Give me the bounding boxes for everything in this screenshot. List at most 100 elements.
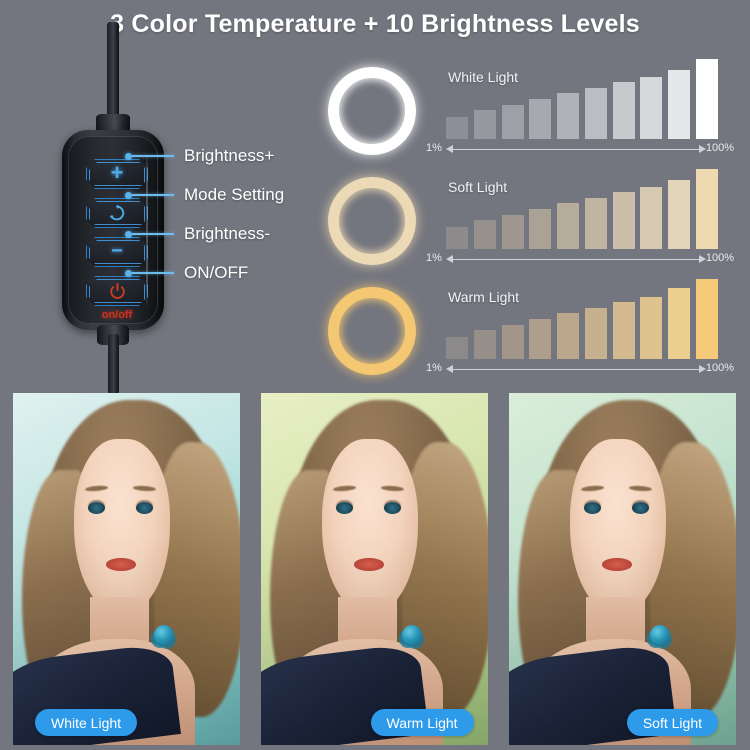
callout-label: Mode Setting [184,185,285,204]
ring-light-warm [322,281,422,381]
model-lips [354,558,384,572]
model-eye [383,502,401,515]
chart-bar [446,226,468,249]
arrow-right-icon [699,255,706,263]
body-highlight [146,151,148,309]
mode-row-soft-light: Soft Light 1% 100% [322,165,734,275]
chart-bar [529,319,552,359]
button-bezel [89,240,145,264]
chart-bar [668,180,691,249]
ring-light-white [322,61,422,161]
page-title: 3 Color Temperature + 10 Brightness Leve… [110,10,640,38]
callout-line [132,233,174,235]
model-eye [87,502,105,515]
chart-bar [640,76,663,139]
chart-bars [446,59,718,139]
model-face [74,438,170,615]
button-bezel [89,162,145,186]
chart-bar [473,330,496,359]
model-eye [631,502,649,515]
power-icon [109,282,125,299]
callout-brightness-up: Brightness+ [125,146,275,165]
button-bezel [89,201,145,225]
chart-bar [557,93,580,139]
model-face [570,438,666,615]
callout-label: Brightness+ [184,146,275,165]
callout-label: ON/OFF [184,263,249,282]
chart-bar [557,313,580,359]
chart-title: White Light [448,69,519,85]
arrow-right-icon [699,145,706,153]
axis-max-label: 100% [705,252,734,264]
arrow-left-icon [446,145,453,153]
model-lips [602,558,632,572]
chart-bar [446,336,468,359]
callout-dot [125,269,132,277]
chart-bar [612,302,635,359]
power-button[interactable] [86,276,148,306]
chart-bars [446,279,718,359]
callout-mode-setting: Mode Setting [125,185,285,204]
chart-bar [695,279,718,359]
chart-bar [473,220,496,249]
chart-bar [640,186,663,249]
chart-bar [501,324,524,359]
mode-setting-button[interactable] [86,198,148,228]
brightness-chart-white: White Light 1% 100% [426,55,734,165]
axis-min-label: 1% [426,362,442,374]
axis-line [452,149,700,150]
axis-min-label: 1% [426,142,442,154]
chart-bar [612,192,635,249]
axis-line [452,259,700,260]
brightness-chart-soft: Soft Light 1% 100% [426,165,734,275]
chart-title: Warm Light [448,289,520,305]
axis-line [452,369,700,370]
chart-bar [640,296,663,359]
arrow-left-icon [446,365,453,373]
photo-badge: Warm Light [370,709,474,736]
arrow-right-icon [699,365,706,373]
photo-soft-light: Soft Light [509,393,736,745]
photo-shading [13,393,240,745]
chart-bar [584,307,607,359]
cable-bottom [108,334,119,394]
callout-dot [125,230,132,238]
chart-bar [529,99,552,139]
arrow-left-icon [446,255,453,263]
callout-label: Brightness- [184,224,270,243]
model-necklace [153,625,175,647]
controller-face: + − on/off [68,136,158,324]
callout-dot [125,191,132,199]
chart-axis: 1% 100% [426,139,734,159]
chart-bar [612,82,635,139]
callout-line [132,272,174,274]
chart-bar [446,116,468,139]
brightness-chart-warm: Warm Light 1% 100% [426,275,734,385]
callout-brightness-down: Brightness- [125,224,270,243]
button-bezel [89,279,145,303]
callout-dot [125,152,132,160]
minus-icon: − [111,239,123,262]
ring-body [328,287,416,375]
chart-bar [695,59,718,139]
chart-axis: 1% 100% [426,359,734,379]
ring-light-soft [322,171,422,271]
model-eye [583,502,601,515]
controller-body: + − on/off [62,130,164,330]
brightness-down-button[interactable]: − [86,237,148,267]
photo-shading [261,393,488,745]
chart-bars [446,169,718,249]
brightness-up-button[interactable]: + [86,159,148,189]
chart-bar [584,87,607,139]
photo-shading [509,393,736,745]
chart-bar [668,287,691,359]
model-face [322,438,418,615]
axis-max-label: 100% [705,142,734,154]
model-eye [135,502,153,515]
callout-onoff: ON/OFF [125,263,249,282]
ring-body [328,67,416,155]
photo-white-light: White Light [13,393,240,745]
controller-assembly: + − on/off [40,22,300,394]
model-eye [335,502,353,515]
chart-bar [501,214,524,249]
